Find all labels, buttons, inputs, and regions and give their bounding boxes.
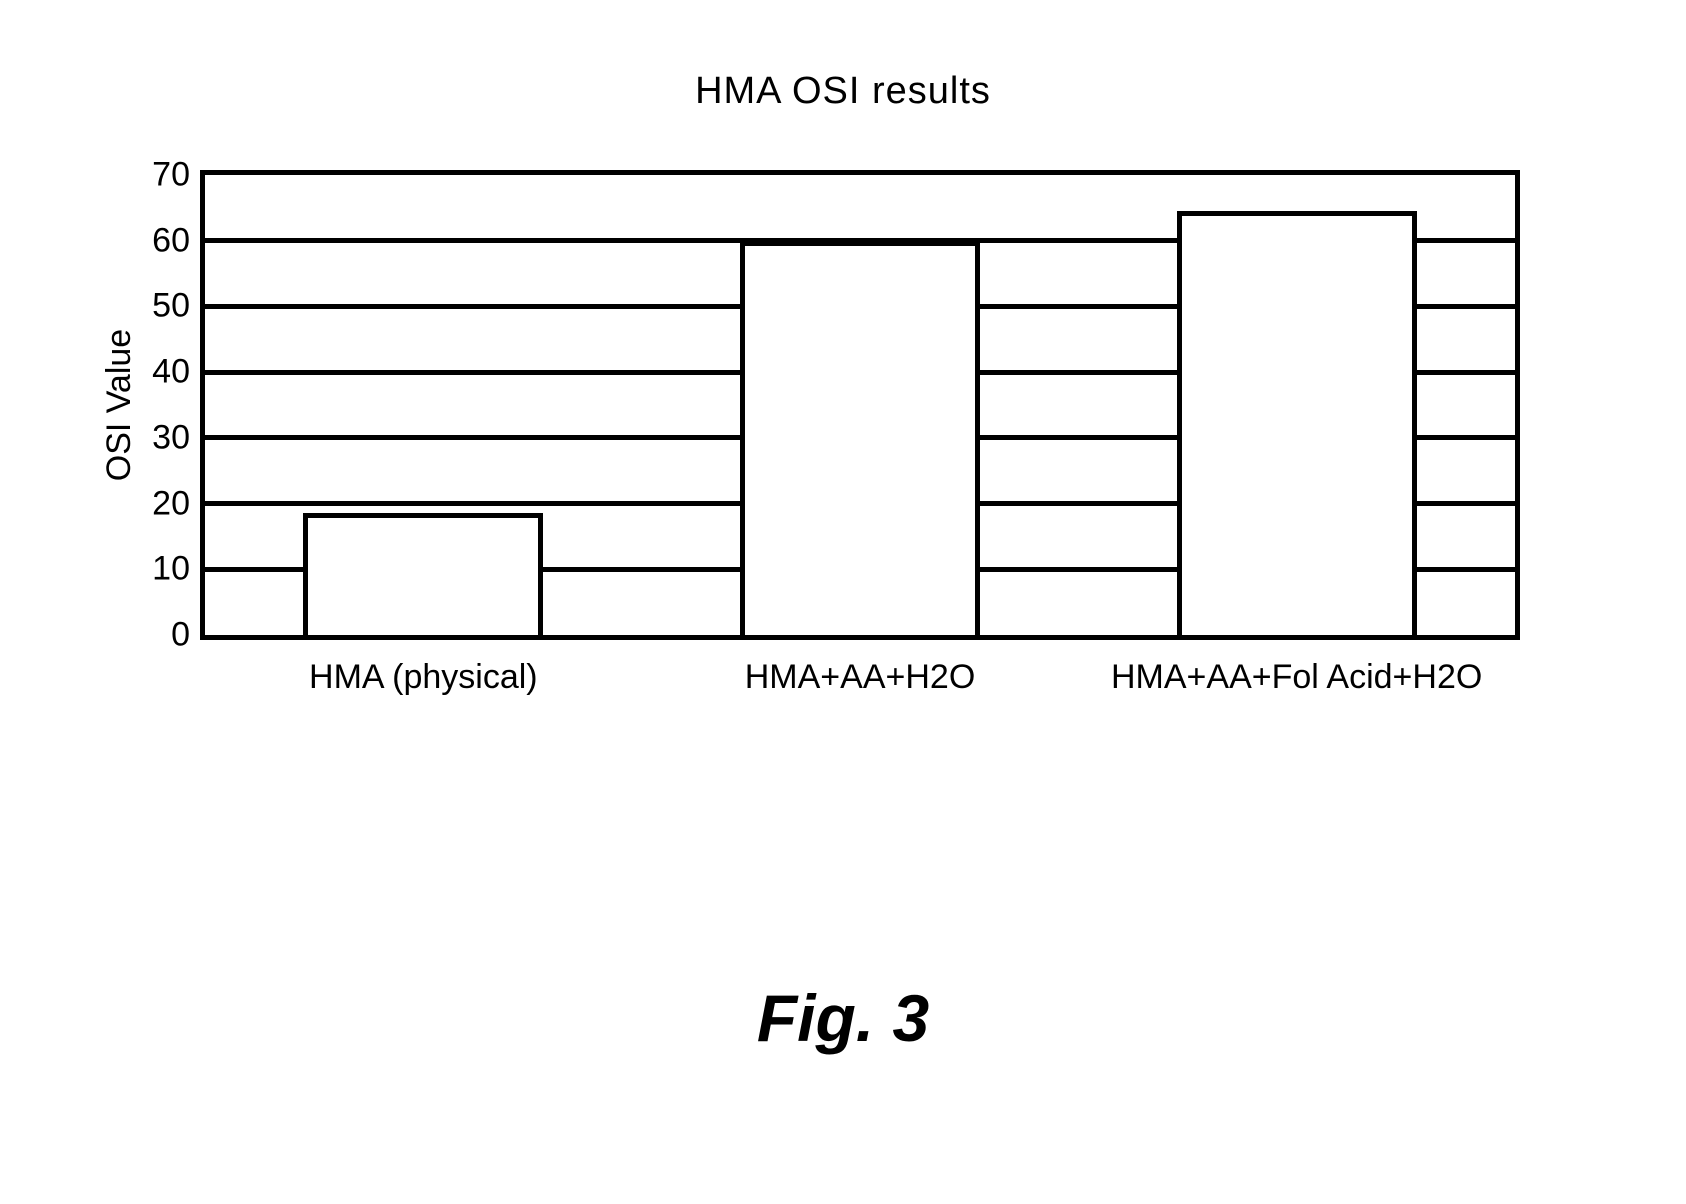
plot-area: 010203040506070HMA (physical)HMA+AA+H2OH… bbox=[200, 170, 1520, 640]
y-tick-label: 50 bbox=[130, 287, 190, 326]
x-category-label: HMA+AA+Fol Acid+H2O bbox=[1111, 658, 1482, 697]
bar bbox=[1177, 211, 1417, 635]
plot-frame bbox=[200, 170, 1520, 640]
y-tick-label: 10 bbox=[130, 550, 190, 589]
figure-caption: Fig. 3 bbox=[0, 980, 1686, 1056]
y-tick-label: 0 bbox=[130, 616, 190, 655]
x-category-label: HMA+AA+H2O bbox=[745, 658, 976, 697]
x-category-label: HMA (physical) bbox=[309, 658, 538, 697]
bar bbox=[303, 513, 543, 635]
chart-title: HMA OSI results bbox=[0, 70, 1686, 113]
y-tick-label: 60 bbox=[130, 221, 190, 260]
page: HMA OSI results OSI Value 01020304050607… bbox=[0, 0, 1686, 1204]
y-tick-label: 20 bbox=[130, 484, 190, 523]
y-tick-label: 30 bbox=[130, 418, 190, 457]
y-tick-label: 70 bbox=[130, 156, 190, 195]
y-tick-label: 40 bbox=[130, 353, 190, 392]
bar bbox=[740, 241, 980, 635]
